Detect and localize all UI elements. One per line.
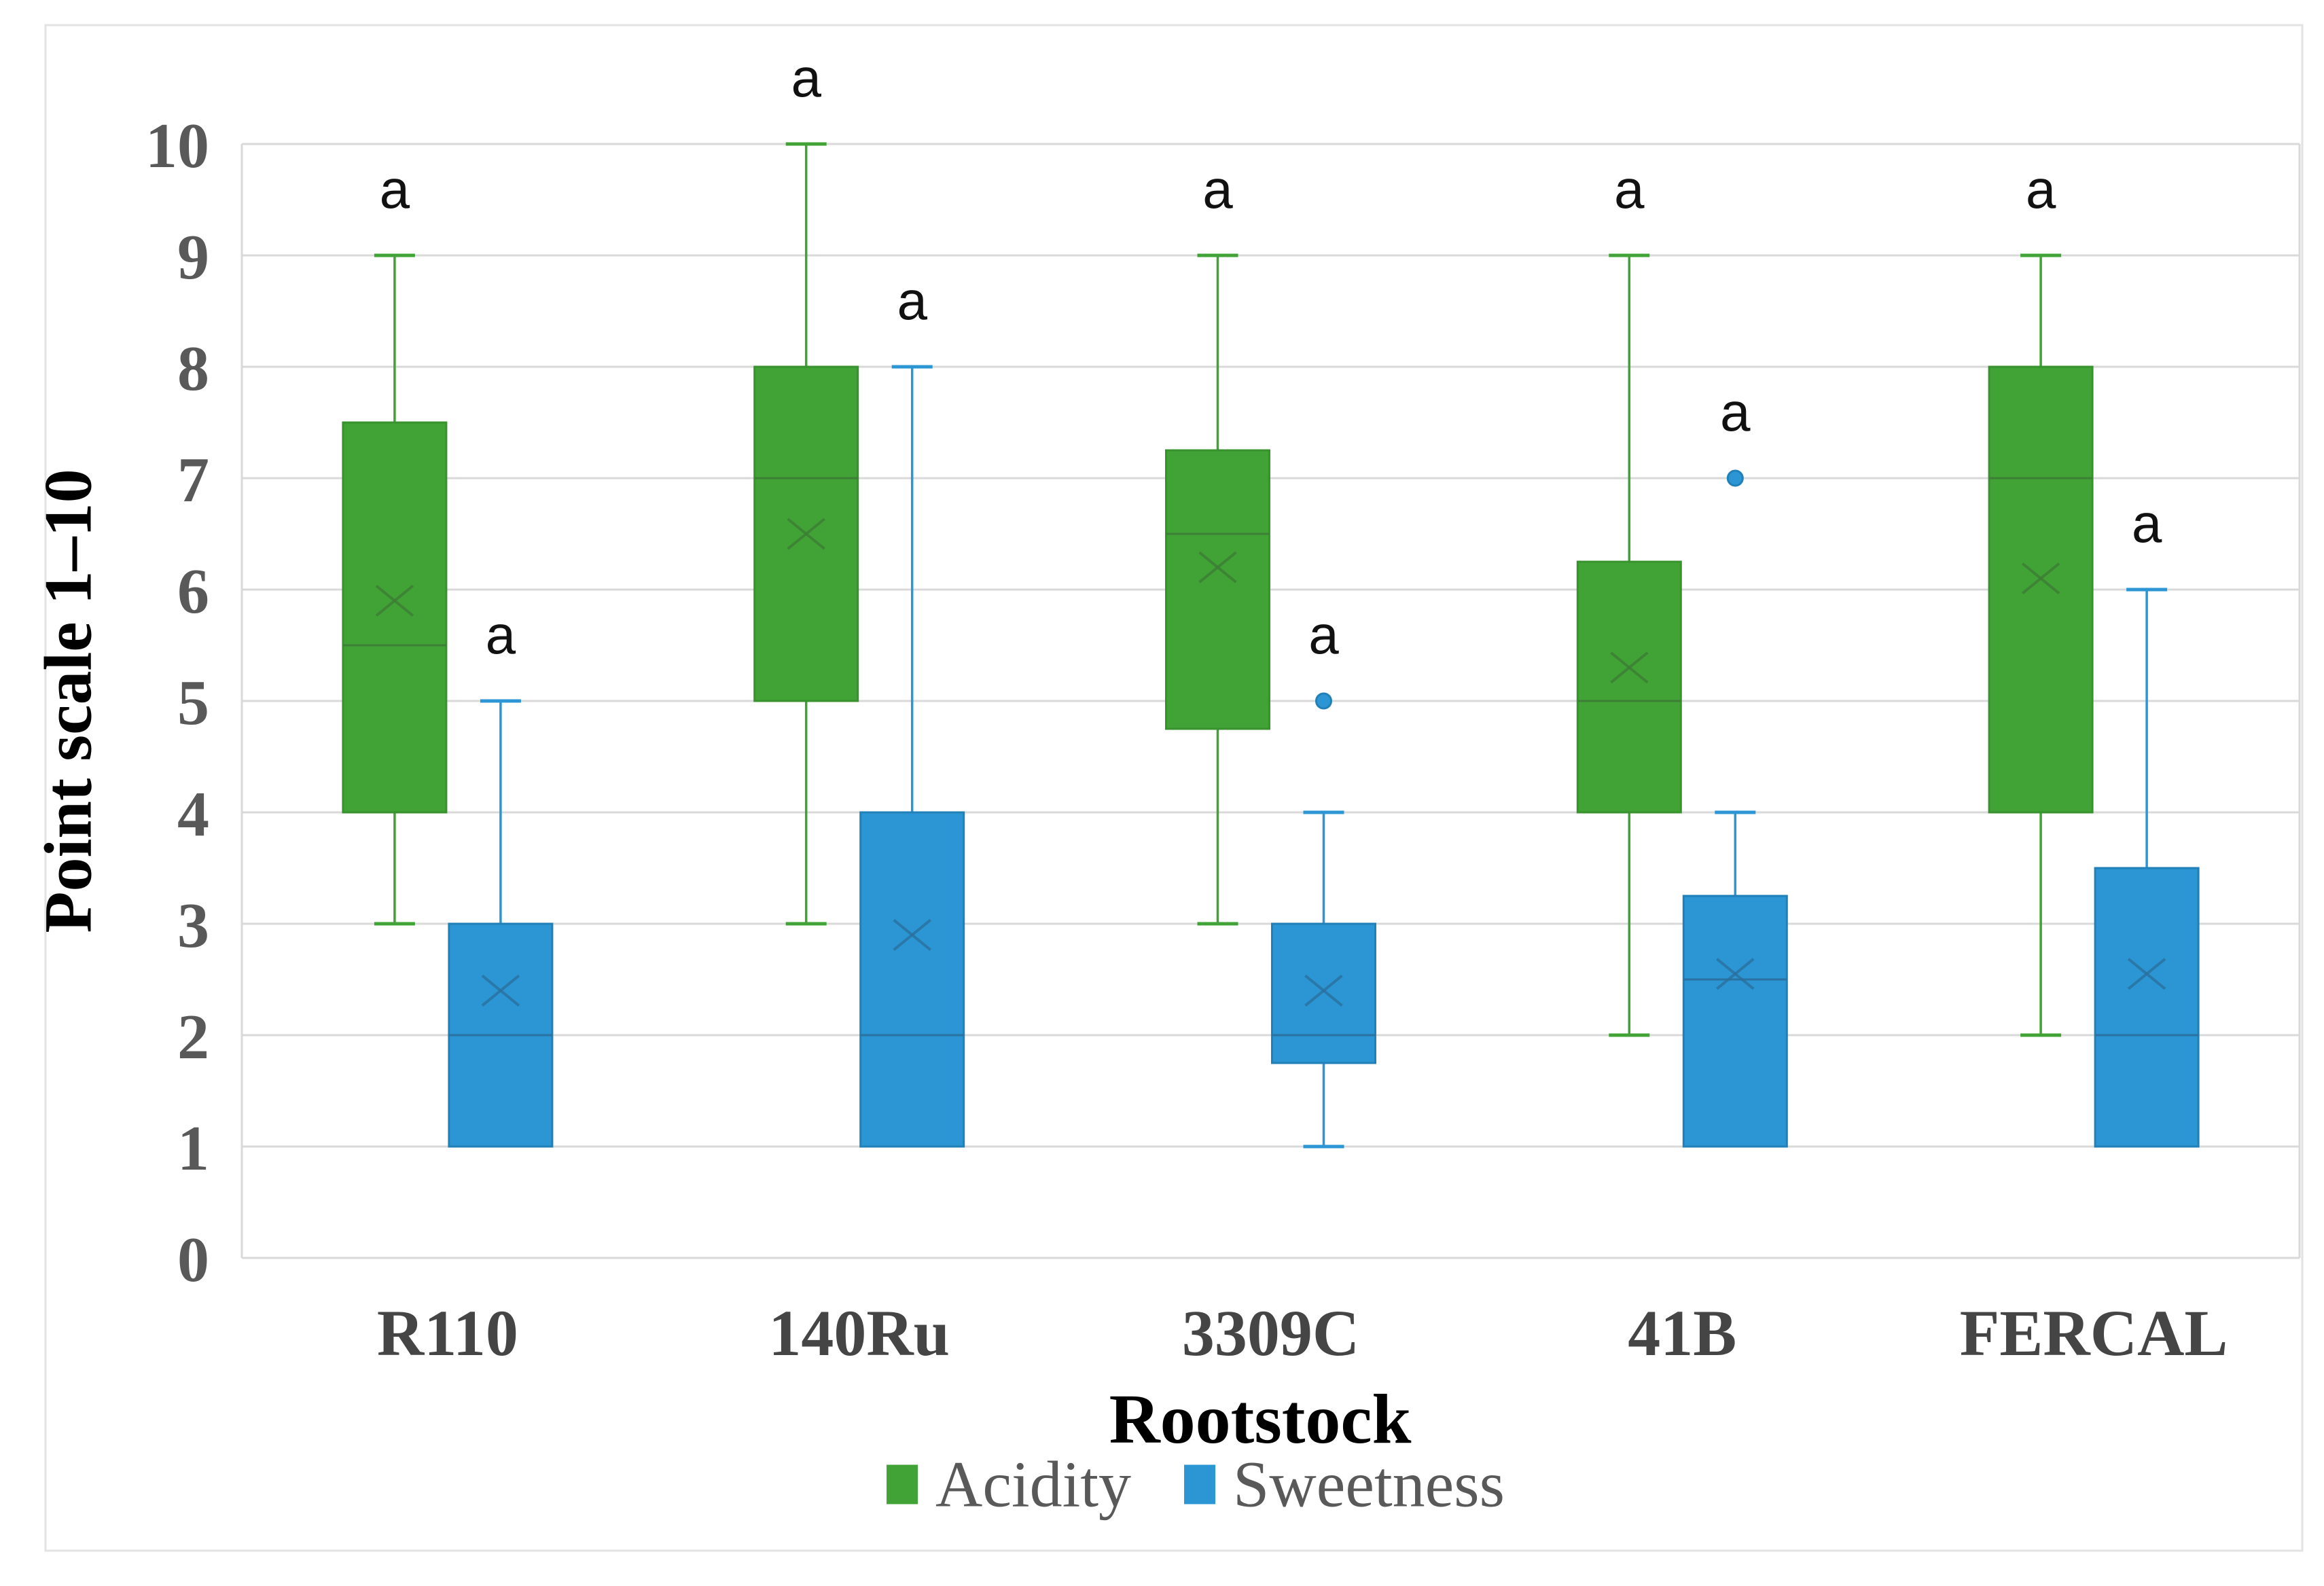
mean-marker-acidity-3309C bbox=[1198, 551, 1237, 583]
sig-label-sweetness-FERCAL: a bbox=[2132, 493, 2162, 554]
legend-swatch-sweetness bbox=[1184, 1464, 1216, 1504]
sig-label-sweetness-41B: a bbox=[1720, 382, 1751, 442]
x-axis-title: Rootstock bbox=[1109, 1380, 1412, 1458]
legend-item-sweetness: Sweetness bbox=[1184, 1447, 1505, 1522]
legend-label-sweetness: Sweetness bbox=[1233, 1447, 1505, 1521]
box-acidity-FERCAL bbox=[1988, 365, 2094, 814]
chart-legend: Acidity Sweetness bbox=[887, 1447, 1505, 1522]
y-tick-label-1: 1 bbox=[177, 1113, 209, 1184]
outlier-sweetness-41B-7 bbox=[1726, 469, 1744, 487]
y-axis-title: Point scale 1–10 bbox=[30, 469, 106, 933]
chart-frame bbox=[44, 24, 2304, 1552]
sig-label-acidity-41B: a bbox=[1614, 159, 1645, 219]
box-sweetness-FERCAL bbox=[2094, 867, 2200, 1148]
box-sweetness-41B bbox=[1682, 895, 1788, 1148]
box-sweetness-3309C bbox=[1271, 922, 1376, 1064]
box-sweetness-140Ru bbox=[859, 811, 965, 1148]
y-tick-label-9: 9 bbox=[177, 222, 209, 293]
outlier-sweetness-3309C-5 bbox=[1315, 692, 1332, 710]
sig-label-acidity-3309C: a bbox=[1202, 159, 1233, 219]
legend-item-acidity: Acidity bbox=[887, 1447, 1131, 1522]
category-label-FERCAL: FERCAL bbox=[1960, 1297, 2228, 1369]
category-label-41B: 41B bbox=[1628, 1297, 1736, 1369]
y-tick-label-6: 6 bbox=[177, 556, 209, 627]
mean-marker-sweetness-41B bbox=[1716, 958, 1755, 990]
mean-marker-acidity-140Ru bbox=[787, 518, 825, 550]
category-label-3309C: 3309C bbox=[1182, 1297, 1359, 1369]
y-tick-label-5: 5 bbox=[177, 668, 209, 738]
y-tick-label-3: 3 bbox=[177, 890, 209, 961]
sig-label-acidity-R110: a bbox=[380, 159, 410, 219]
mean-marker-sweetness-3309C bbox=[1304, 974, 1343, 1007]
y-tick-label-4: 4 bbox=[177, 779, 209, 850]
sig-label-acidity-FERCAL: a bbox=[2026, 159, 2056, 219]
y-tick-label-2: 2 bbox=[177, 1002, 209, 1073]
mean-marker-sweetness-140Ru bbox=[893, 918, 931, 951]
box-acidity-3309C bbox=[1165, 449, 1270, 730]
legend-label-acidity: Acidity bbox=[935, 1447, 1132, 1521]
box-acidity-41B bbox=[1576, 560, 1682, 814]
sig-label-sweetness-3309C: a bbox=[1308, 605, 1339, 665]
mean-marker-acidity-FERCAL bbox=[2021, 562, 2060, 595]
y-tick-label-7: 7 bbox=[177, 445, 209, 516]
box-acidity-R110 bbox=[342, 421, 448, 814]
legend-swatch-acidity bbox=[887, 1464, 918, 1504]
mean-marker-acidity-R110 bbox=[375, 584, 414, 617]
category-label-140Ru: 140Ru bbox=[768, 1297, 950, 1369]
category-label-R110: R110 bbox=[377, 1297, 518, 1369]
sig-label-acidity-140Ru: a bbox=[791, 48, 821, 108]
mean-marker-sweetness-R110 bbox=[481, 974, 520, 1007]
mean-marker-sweetness-FERCAL bbox=[2127, 958, 2166, 990]
y-tick-label-10: 10 bbox=[145, 111, 209, 181]
sig-label-sweetness-R110: a bbox=[486, 605, 516, 665]
y-tick-label-0: 0 bbox=[177, 1225, 209, 1295]
mean-marker-acidity-41B bbox=[1610, 651, 1649, 684]
y-tick-label-8: 8 bbox=[177, 334, 209, 404]
sig-label-sweetness-140Ru: a bbox=[897, 270, 927, 331]
